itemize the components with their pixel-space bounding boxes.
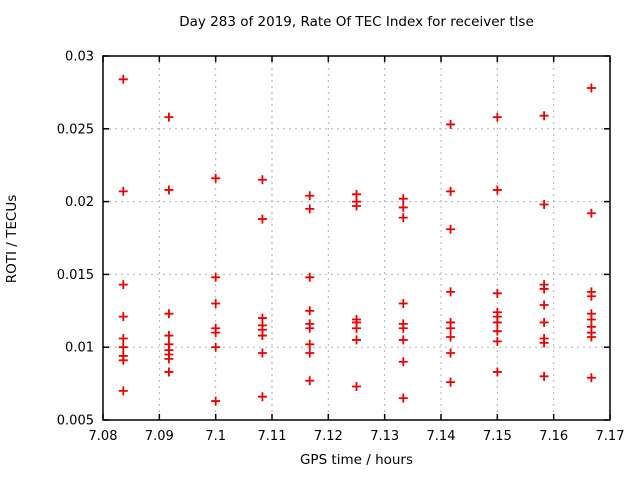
data-point-marker	[211, 173, 221, 183]
data-point-marker	[164, 309, 174, 319]
data-point-marker	[398, 357, 408, 367]
x-tick-label: 7.12	[314, 429, 343, 444]
chart-title: Day 283 of 2019, Rate Of TEC Index for r…	[179, 14, 534, 30]
data-point-marker	[118, 280, 128, 290]
data-point-marker	[398, 213, 408, 223]
data-point-marker	[446, 323, 456, 333]
data-point-marker	[118, 386, 128, 396]
data-point-marker	[211, 272, 221, 282]
x-tick-label: 7.08	[89, 429, 118, 444]
data-point-marker	[257, 175, 267, 185]
data-point-marker	[305, 376, 315, 386]
data-point-marker	[539, 338, 549, 348]
data-point-marker	[257, 214, 267, 224]
data-point-marker	[398, 299, 408, 309]
data-point-marker	[118, 186, 128, 196]
data-point-marker	[352, 382, 361, 392]
data-point-marker	[398, 194, 408, 204]
data-point-marker	[305, 306, 315, 316]
data-point-marker	[446, 119, 456, 129]
data-point-marker	[446, 186, 456, 196]
y-tick-label: 0.03	[65, 50, 94, 65]
data-point-marker	[118, 312, 128, 322]
data-point-marker	[211, 328, 221, 338]
x-tick-label: 7.13	[370, 429, 399, 444]
data-point-marker	[164, 354, 174, 364]
data-point-marker	[398, 323, 408, 333]
data-point-marker	[446, 332, 456, 342]
x-axis-label: GPS time / hours	[299, 452, 414, 468]
data-point-marker	[492, 112, 502, 122]
data-point-marker	[398, 393, 408, 403]
y-tick-label: 0.01	[65, 341, 94, 356]
data-point-marker	[305, 191, 315, 201]
data-points	[118, 74, 596, 406]
data-point-marker	[539, 317, 549, 327]
data-point-marker	[492, 326, 502, 336]
data-point-marker	[164, 367, 174, 377]
data-point-marker	[164, 112, 174, 122]
data-point-marker	[118, 342, 128, 352]
data-point-marker	[586, 208, 596, 218]
data-point-marker	[398, 202, 408, 212]
data-point-marker	[305, 272, 315, 282]
data-point-marker	[446, 224, 456, 234]
data-point-marker	[539, 111, 549, 121]
data-point-marker	[539, 300, 549, 310]
data-point-marker	[211, 299, 221, 309]
data-point-marker	[586, 332, 596, 342]
data-point-marker	[492, 367, 502, 377]
y-tick-label: 0.005	[57, 414, 94, 429]
data-point-marker	[305, 204, 315, 214]
x-tick-label: 7.11	[258, 429, 287, 444]
data-point-marker	[257, 331, 267, 341]
y-tick-label: 0.02	[65, 195, 94, 210]
x-tick-label: 7.17	[596, 429, 625, 444]
data-point-marker	[305, 323, 315, 333]
data-point-marker	[539, 284, 549, 294]
data-point-marker	[305, 339, 315, 349]
y-tick-label: 0.025	[57, 122, 94, 137]
x-tick-label: 7.15	[483, 429, 512, 444]
data-point-marker	[118, 333, 128, 343]
x-tick-label: 7.1	[205, 429, 226, 444]
y-tick-label: 0.015	[57, 268, 94, 283]
data-point-marker	[164, 331, 174, 341]
x-tick-label: 7.16	[539, 429, 568, 444]
data-point-marker	[352, 335, 361, 345]
data-point-marker	[539, 200, 549, 210]
data-point-marker	[492, 185, 502, 195]
x-tick-label: 7.14	[427, 429, 456, 444]
data-point-marker	[118, 74, 128, 84]
data-point-marker	[492, 288, 502, 298]
y-tick-labels: 0.005 0.01 0.015 0.02 0.025 0.03	[57, 50, 94, 429]
data-point-marker	[211, 342, 221, 352]
plot-border	[102, 55, 611, 421]
x-tick-label: 7.09	[145, 429, 174, 444]
data-point-marker	[352, 201, 361, 211]
data-point-marker	[446, 287, 456, 297]
data-point-marker	[305, 348, 315, 358]
data-point-marker	[492, 317, 502, 327]
data-point-marker	[352, 323, 361, 333]
data-point-marker	[446, 348, 456, 358]
data-point-marker	[446, 377, 456, 387]
x-tick-labels: 7.08 7.09 7.1 7.11 7.12 7.13 7.14 7.15 7.16 7.17	[89, 429, 625, 444]
data-point-marker	[492, 336, 502, 346]
axis-ticks	[102, 55, 611, 421]
data-point-marker	[257, 392, 267, 402]
data-point-marker	[398, 335, 408, 345]
data-point-marker	[164, 185, 174, 195]
data-point-marker	[211, 396, 221, 406]
data-point-marker	[586, 83, 596, 93]
data-point-marker	[539, 371, 549, 381]
data-point-marker	[586, 291, 596, 301]
data-point-marker	[257, 348, 267, 358]
data-point-marker	[118, 355, 128, 365]
gridlines	[103, 56, 610, 420]
data-point-marker	[586, 373, 596, 383]
